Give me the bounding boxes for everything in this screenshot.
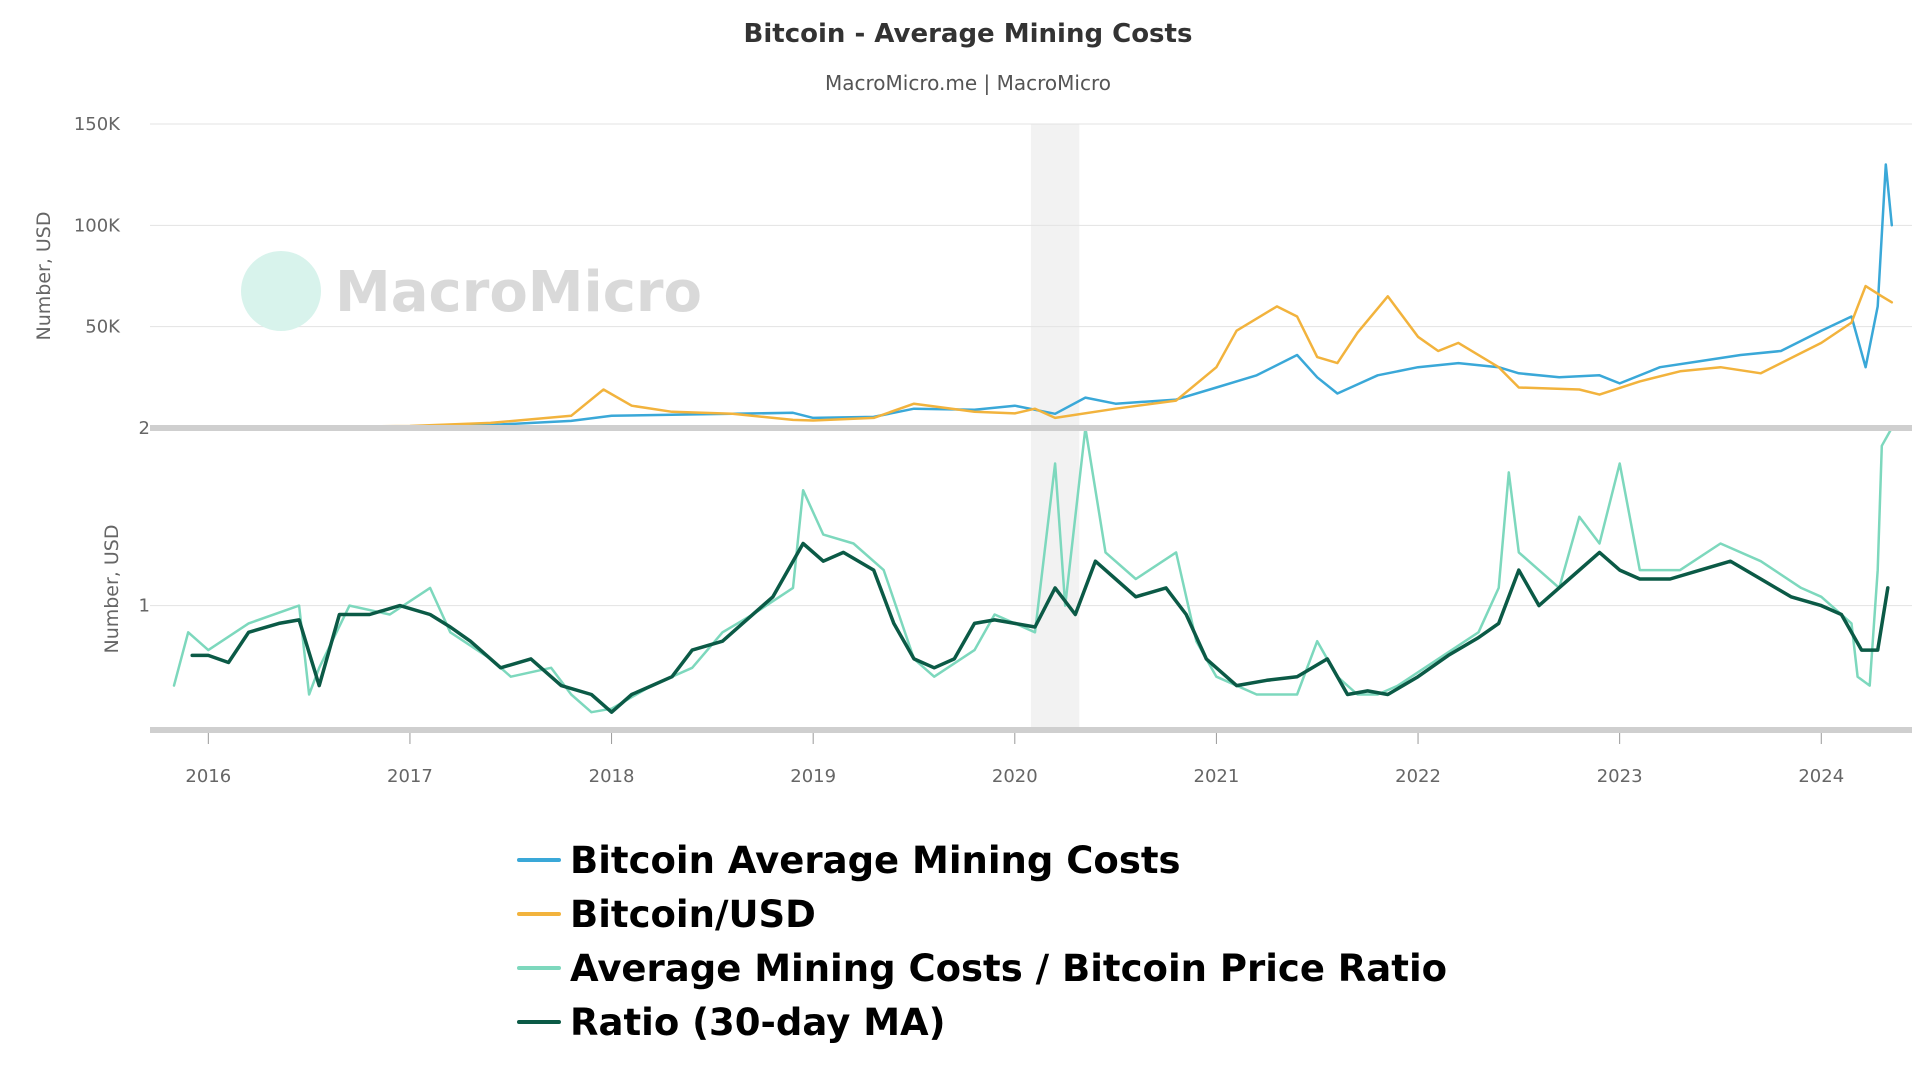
legend-item: Average Mining Costs / Bitcoin Price Rat…: [517, 947, 1447, 990]
grid-lines: [150, 123, 1912, 607]
upper-y-tick-label: 150K: [74, 114, 121, 135]
legend: Bitcoin Average Mining Costs Bitcoin/USD A…: [517, 839, 1447, 1044]
axes: 50K 100K 150K 1 2 2016 2017 2018 2019 2020 2021 202…: [33, 114, 1912, 787]
x-tick-label: 2016: [185, 766, 231, 787]
x-tick-label: 2022: [1395, 766, 1441, 787]
upper-y-tick-label: 50K: [85, 317, 121, 338]
panel-separator: [150, 425, 1912, 431]
legend-label: Bitcoin Average Mining Costs: [570, 839, 1181, 882]
series-ratio-ma-line: [190, 541, 1890, 714]
legend-label: Bitcoin/USD: [570, 893, 816, 936]
upper-y-tick-label: 100K: [74, 215, 121, 236]
x-tick-label: 2019: [790, 766, 836, 787]
x-axis-line: [150, 727, 1912, 733]
watermark-text: MacroMicro: [335, 260, 702, 325]
watermark: MacroMicro: [241, 251, 702, 331]
chart-title: Bitcoin - Average Mining Costs: [744, 19, 1193, 49]
x-tick-label: 2021: [1194, 766, 1240, 787]
watermark-logo-icon: [241, 251, 321, 331]
legend-item: Bitcoin Average Mining Costs: [517, 839, 1181, 882]
legend-label: Average Mining Costs / Bitcoin Price Rat…: [570, 947, 1447, 990]
series-btc-usd-line: [172, 284, 1894, 429]
legend-label: Ratio (30-day MA): [570, 1001, 946, 1044]
lower-y-tick-label: 1: [139, 596, 150, 617]
series-mining-cost-line: [172, 163, 1894, 429]
x-tick-label: 2020: [992, 766, 1038, 787]
x-tick-label: 2023: [1597, 766, 1643, 787]
chart-subtitle: MacroMicro.me | MacroMicro: [825, 71, 1111, 95]
x-tick-label: 2018: [589, 766, 635, 787]
x-tick-label: 2024: [1798, 766, 1844, 787]
upper-y-axis-title: Number, USD: [33, 211, 55, 340]
series-lines: [172, 163, 1894, 714]
lower-y-axis-title: Number, USD: [101, 524, 123, 653]
x-tick-label: 2017: [387, 766, 433, 787]
lower-y-tick-label: 2: [139, 418, 150, 439]
legend-item: Bitcoin/USD: [517, 893, 816, 936]
legend-item: Ratio (30-day MA): [517, 1001, 946, 1044]
